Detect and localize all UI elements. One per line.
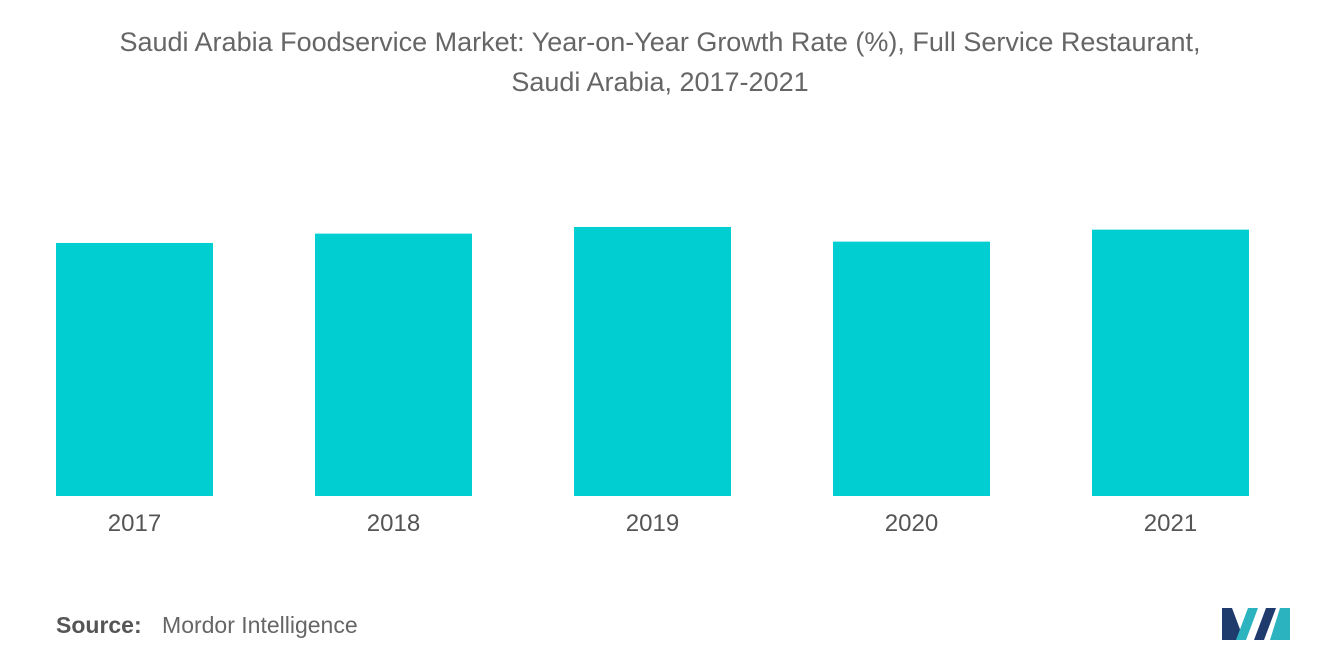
chart-title-line-1: Saudi Arabia Foodservice Market: Year-on… [119, 27, 1201, 57]
source-value: Mordor Intelligence [162, 612, 358, 638]
x-axis-labels: 2017 2018 2019 2020 2021 [108, 510, 1197, 537]
x-tick-label-2021: 2021 [1144, 510, 1197, 537]
x-tick-label-2019: 2019 [626, 510, 679, 537]
source-note: Source: Mordor Intelligence [56, 612, 358, 639]
x-tick-label-2018: 2018 [367, 510, 420, 537]
bar-2018 [315, 233, 472, 496]
x-tick-label-2017: 2017 [108, 510, 161, 537]
bar-2019 [574, 226, 731, 497]
bar-2020 [833, 241, 990, 496]
bar-2021 [1092, 229, 1249, 497]
bars-group [56, 226, 1249, 497]
chart-title: Saudi Arabia Foodservice Market: Year-on… [0, 22, 1320, 102]
chart-title-line-2: Saudi Arabia, 2017-2021 [511, 67, 809, 97]
bar-2017 [56, 242, 213, 496]
source-label: Source: [56, 612, 142, 638]
mordor-intelligence-logo-icon [1222, 608, 1290, 640]
x-tick-label-2020: 2020 [885, 510, 938, 537]
